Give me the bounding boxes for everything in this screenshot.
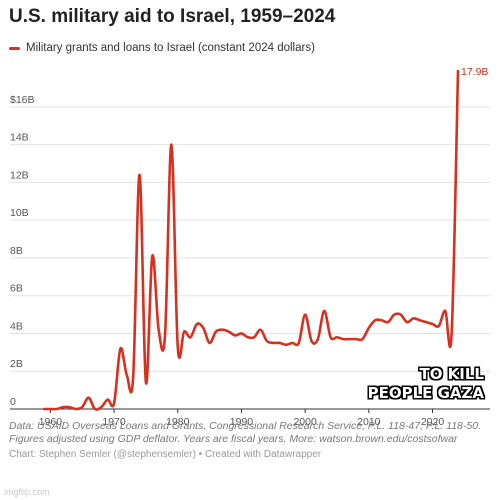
chart-credit: Chart: Stephen Semler (@stephensemler) •… (9, 449, 322, 460)
watermark: imgflip.com (4, 487, 50, 497)
y-tick-label: 6B (10, 283, 23, 295)
overlay-caption: TO KILL PEOPLE GAZA (368, 365, 484, 403)
y-tick-label: 4B (10, 320, 23, 332)
x-tick-label: 1980 (166, 416, 190, 428)
y-tick-label: $16B (10, 94, 35, 106)
chart-title: U.S. military aid to Israel, 1959–2024 (9, 6, 336, 27)
overlay-caption-line-2: PEOPLE GAZA (367, 384, 484, 402)
y-tick-label: 10B (10, 207, 29, 219)
series-line (42, 69, 460, 411)
y-tick-label: 2B (10, 358, 23, 370)
x-tick-label: 1970 (102, 416, 126, 428)
x-tick-label: 2020 (421, 416, 445, 428)
end-value-label: 17.9B (461, 66, 488, 78)
y-tick-label: 8B (10, 245, 23, 257)
x-tick-label: 1990 (230, 416, 254, 428)
legend-swatch (9, 46, 20, 50)
x-tick-label: 2000 (293, 416, 317, 428)
x-tick-label: 1960 (39, 416, 63, 428)
y-tick-label: 0 (10, 396, 16, 408)
legend-label: Military grants and loans to Israel (con… (26, 42, 315, 54)
overlay-caption-line-1: TO KILL (419, 365, 484, 383)
x-tick-label: 2010 (357, 416, 381, 428)
chart-legend: Military grants and loans to Israel (con… (9, 42, 315, 54)
source-note: Data: USAID Overseas Loans and Grants, C… (9, 420, 481, 445)
y-tick-label: 12B (10, 169, 29, 181)
y-tick-label: 14B (10, 132, 29, 144)
